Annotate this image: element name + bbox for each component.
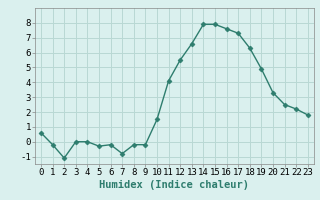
X-axis label: Humidex (Indice chaleur): Humidex (Indice chaleur) (100, 180, 249, 190)
